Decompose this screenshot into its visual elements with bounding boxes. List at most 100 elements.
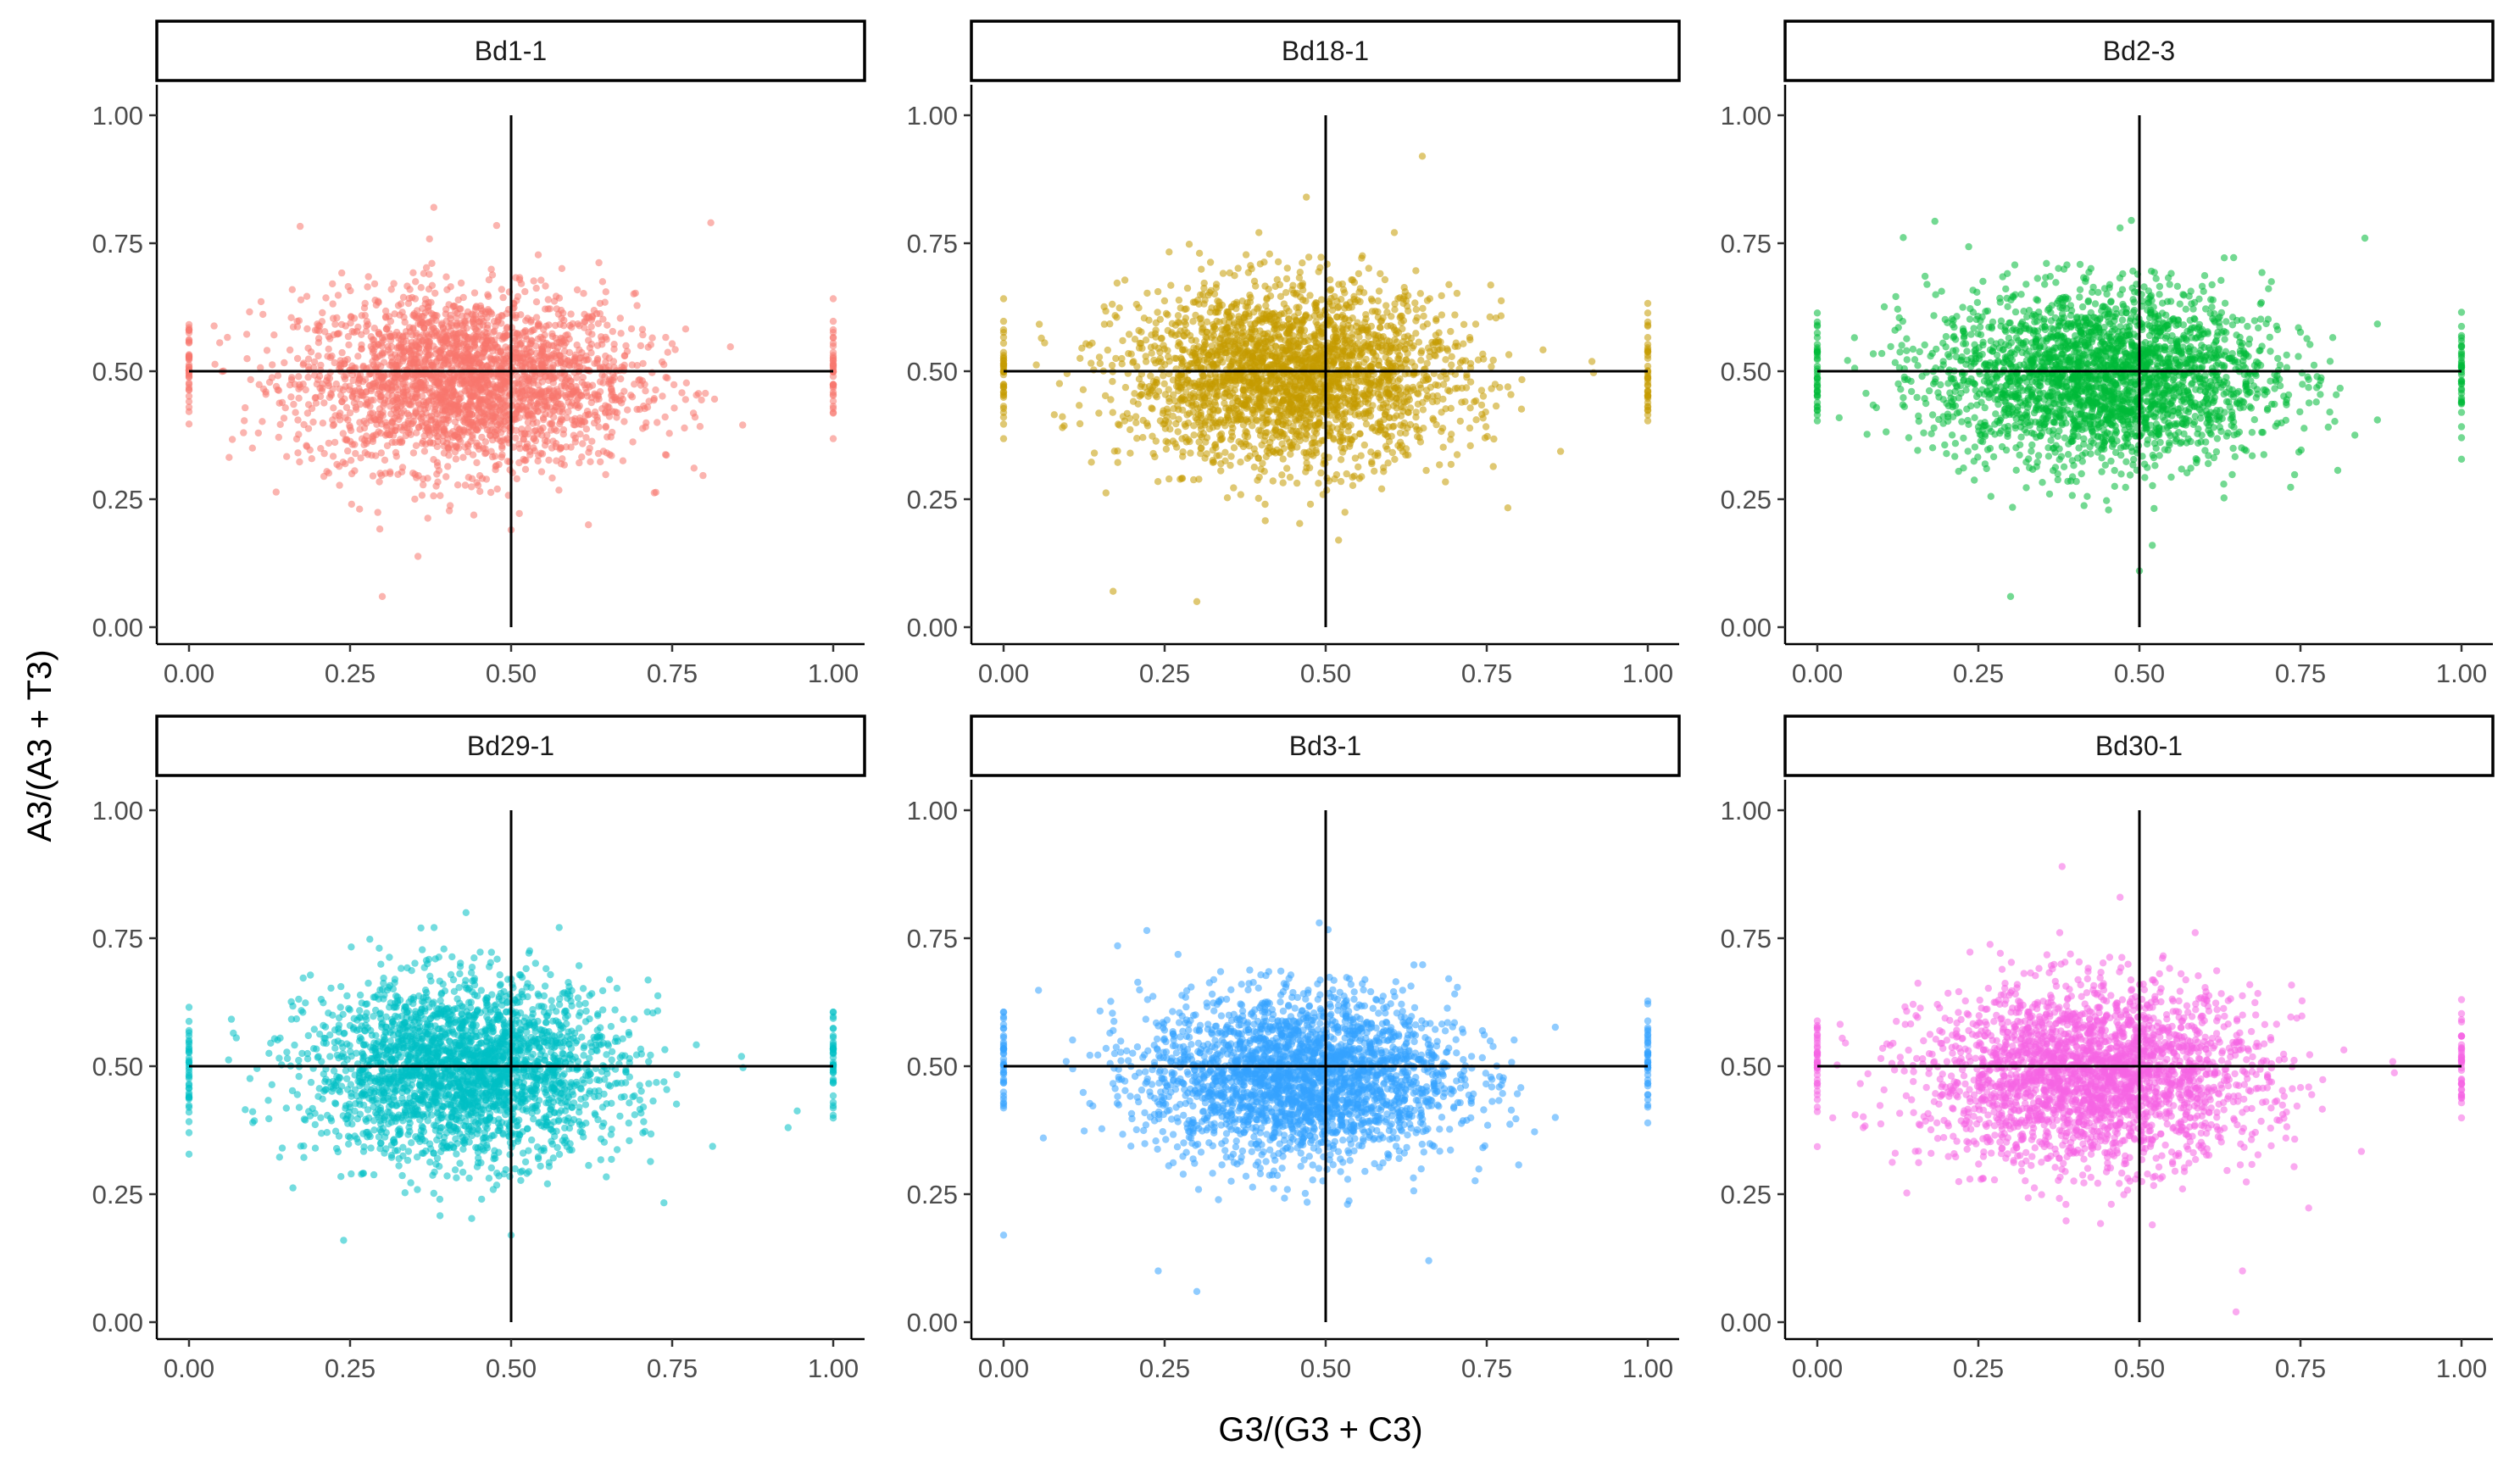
data-point [210, 322, 218, 330]
data-point [515, 274, 524, 281]
data-point [368, 452, 375, 459]
data-point [1237, 440, 1245, 447]
data-point [540, 325, 548, 333]
data-point [1263, 296, 1271, 303]
data-point [1486, 313, 1494, 321]
data-point [617, 375, 625, 383]
data-point [1375, 357, 1383, 365]
data-point [593, 359, 601, 367]
data-point [1201, 419, 1209, 427]
data-point [1260, 340, 1268, 347]
data-point [242, 403, 249, 412]
data-point [281, 359, 288, 367]
data-point [1497, 297, 1505, 305]
data-point [495, 314, 503, 321]
data-point [1219, 270, 1227, 277]
data-point [639, 425, 647, 432]
data-point [493, 435, 502, 442]
data-point [378, 420, 386, 428]
data-point [601, 373, 609, 381]
data-point [829, 329, 837, 336]
data-point [275, 433, 282, 442]
data-point [1355, 475, 1364, 482]
data-point [594, 449, 603, 458]
data-point [1417, 357, 1425, 364]
data-point [340, 373, 348, 381]
data-point [1233, 331, 1242, 339]
data-point [1504, 383, 1512, 391]
data-point [1444, 347, 1452, 354]
data-point [1283, 264, 1292, 272]
data-point [1474, 356, 1483, 364]
data-point [1192, 336, 1200, 344]
data-point [394, 302, 403, 309]
data-point [500, 436, 508, 444]
data-point [392, 453, 400, 460]
data-point [398, 464, 407, 471]
data-point [524, 419, 532, 426]
data-point [375, 478, 383, 486]
data-point [532, 404, 540, 412]
data-point [1132, 419, 1140, 426]
data-point [548, 332, 557, 341]
data-point [639, 359, 647, 368]
data-point [1167, 281, 1175, 289]
data-point [585, 521, 592, 529]
data-point [1262, 420, 1271, 427]
data-point [1260, 468, 1268, 475]
data-point [1226, 362, 1233, 370]
data-point [492, 221, 501, 230]
data-point [1299, 286, 1307, 294]
data-point [322, 294, 330, 302]
data-point [1448, 361, 1455, 369]
data-point [537, 360, 545, 368]
data-point [348, 393, 356, 401]
data-point [521, 287, 529, 296]
data-point [381, 399, 388, 407]
data-point [499, 293, 507, 302]
data-point [567, 310, 575, 318]
data-point [385, 313, 393, 320]
data-point [585, 336, 592, 344]
data-point [585, 448, 592, 456]
data-point [1442, 478, 1449, 486]
data-point [325, 381, 332, 390]
data-point [520, 387, 528, 395]
data-point [1332, 470, 1341, 479]
y-tick-label: 0.00 [92, 613, 143, 642]
data-point [427, 425, 435, 432]
data-point [530, 363, 537, 371]
data-point [457, 377, 465, 385]
data-point [457, 305, 465, 313]
data-point [454, 340, 462, 348]
data-point [419, 475, 427, 483]
data-point [493, 384, 501, 392]
data-point [580, 290, 587, 297]
data-point [1171, 397, 1179, 405]
data-point [1227, 436, 1235, 443]
data-point [1391, 455, 1399, 464]
data-point [573, 286, 581, 294]
data-point [1277, 335, 1284, 343]
data-point [604, 403, 612, 410]
data-point [548, 444, 556, 452]
data-point [1090, 449, 1099, 457]
data-point [1382, 302, 1390, 309]
data-point [636, 405, 643, 414]
data-point [1125, 331, 1133, 338]
data-point [1293, 443, 1301, 451]
data-point [1183, 284, 1192, 292]
data-point [351, 387, 359, 395]
data-point [558, 264, 566, 272]
data-point [1448, 353, 1455, 360]
data-point [1266, 250, 1274, 258]
data-point [440, 415, 448, 424]
data-point [522, 360, 530, 368]
data-point [1223, 311, 1231, 319]
data-point [1168, 331, 1176, 338]
data-point [1350, 279, 1359, 286]
data-point [311, 371, 319, 379]
data-point [539, 335, 547, 342]
data-point [257, 297, 265, 306]
data-point [487, 447, 495, 455]
